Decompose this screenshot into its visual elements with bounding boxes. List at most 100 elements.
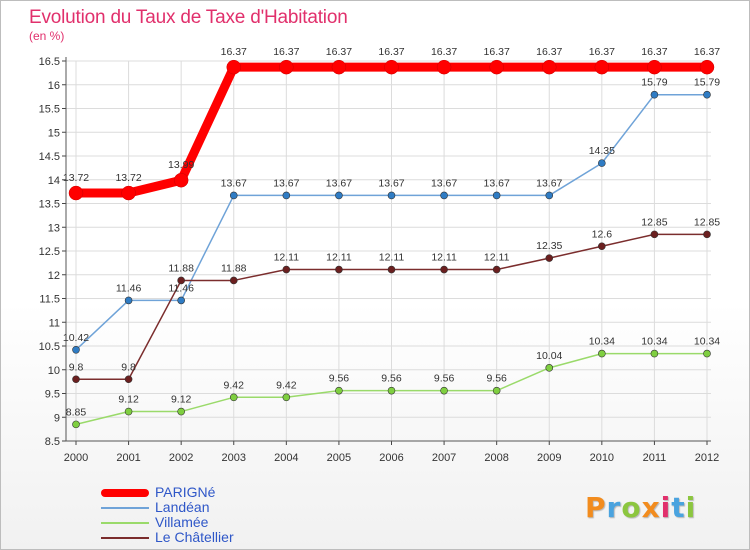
data-label-le-cha-tellier: 12.6 [592, 228, 613, 240]
data-label-lande-an: 15.79 [694, 77, 720, 89]
x-tick-label: 2005 [327, 452, 351, 464]
data-label-villame-e: 9.56 [486, 373, 507, 385]
data-point-le-cha-tellier [72, 375, 80, 384]
legend-item-villamee: Villamée [101, 515, 234, 530]
logo-letter: i [685, 491, 697, 524]
data-label-le-cha-tellier: 12.11 [274, 252, 300, 264]
data-point-villame-e [545, 364, 554, 372]
x-tick-label: 2006 [379, 452, 403, 464]
data-point-villame-e [598, 349, 606, 358]
data-label-parigne-: 13.72 [63, 172, 89, 184]
data-label-le-cha-tellier: 12.11 [431, 252, 457, 264]
data-point-villame-e [703, 349, 711, 358]
data-point-le-cha-tellier [387, 265, 396, 274]
legend-swatch-landean [101, 506, 149, 509]
data-label-le-cha-tellier: 9.8 [69, 361, 84, 373]
y-tick-label: 15 [48, 127, 60, 139]
data-point-parigne- [699, 59, 715, 75]
logo-letter: t [671, 491, 686, 524]
axis-layer: 8.5 9 9.5 10 10.5 11 11.5 12 12.5 13 13.5 14 14.5 15 1… [39, 56, 720, 464]
x-tick-label: 2007 [432, 452, 456, 464]
y-tick-label: 14.5 [39, 151, 60, 163]
y-tick-label: 16.5 [39, 56, 60, 68]
data-point-le-cha-tellier [177, 276, 185, 285]
data-label-villame-e: 9.56 [381, 373, 402, 385]
legend-swatch-villamee [101, 521, 149, 524]
legend-item-landean: Landéan [101, 500, 234, 515]
data-label-villame-e: 9.12 [171, 394, 192, 406]
legend-swatch-parigne [101, 488, 149, 497]
data-label-lande-an: 13.67 [536, 177, 562, 189]
legend-label-villamee: Villamée [155, 514, 209, 530]
data-point-villame-e [177, 407, 185, 416]
data-point-lande-an [282, 191, 291, 200]
y-tick-label: 14 [48, 175, 60, 187]
data-label-villame-e: 8.85 [66, 406, 87, 418]
y-unit-label: (en %) [29, 29, 65, 43]
y-tick-label: 10 [48, 365, 60, 377]
data-point-parigne- [121, 185, 136, 201]
y-tick-label: 9 [54, 412, 60, 424]
data-label-villame-e: 10.34 [641, 336, 667, 348]
data-label-villame-e: 9.12 [118, 394, 139, 406]
data-label-layer: 10.42 11.46 11.46 13.67 13.67 13.67 13.67 13.67… [63, 46, 720, 418]
data-label-parigne-: 16.37 [273, 46, 299, 58]
x-tick-label: 2009 [537, 452, 561, 464]
data-label-lande-an: 14.35 [589, 145, 615, 157]
y-tick-label: 12 [48, 270, 60, 282]
y-tick-label: 13 [48, 222, 60, 234]
data-label-parigne-: 16.37 [378, 46, 404, 58]
data-point-lande-an [335, 191, 343, 200]
y-tick-label: 11.5 [39, 294, 60, 306]
data-point-parigne- [542, 59, 557, 75]
data-point-parigne- [331, 59, 347, 75]
legend: PARIGNé Landéan Villamée Le Châtellier [101, 485, 234, 545]
data-point-villame-e [387, 386, 396, 395]
data-label-parigne-: 16.37 [694, 46, 720, 58]
data-point-villame-e [650, 349, 659, 358]
data-label-parigne-: 16.37 [221, 46, 247, 58]
data-label-le-cha-tellier: 12.11 [326, 252, 352, 264]
data-label-villame-e: 9.42 [224, 379, 245, 391]
data-point-lande-an [598, 159, 606, 167]
data-point-villame-e [229, 393, 238, 402]
data-label-lande-an: 15.79 [641, 77, 667, 89]
data-label-villame-e: 10.34 [589, 336, 615, 348]
data-label-lande-an: 13.67 [378, 177, 404, 189]
y-tick-label: 13.5 [39, 199, 60, 211]
data-point-parigne- [647, 59, 662, 75]
data-label-villame-e: 10.04 [536, 350, 562, 362]
data-point-parigne- [279, 59, 294, 75]
data-label-le-cha-tellier: 12.35 [536, 240, 562, 252]
data-point-le-cha-tellier [598, 242, 606, 251]
data-point-villame-e [492, 386, 501, 395]
data-label-le-cha-tellier: 9.8 [121, 361, 136, 373]
x-tick-label: 2010 [590, 452, 614, 464]
legend-item-le-chatellier: Le Châtellier [101, 530, 234, 545]
data-point-villame-e [282, 393, 291, 402]
data-label-parigne-: 16.37 [484, 46, 510, 58]
data-label-le-cha-tellier: 12.85 [694, 216, 720, 228]
y-tick-label: 9.5 [45, 389, 60, 401]
y-tick-label: 10.5 [39, 341, 60, 353]
data-label-lande-an: 13.67 [484, 177, 510, 189]
data-point-parigne- [594, 59, 610, 75]
x-tick-label: 2012 [695, 452, 719, 464]
data-point-le-cha-tellier [545, 254, 554, 262]
data-label-parigne-: 13.99 [168, 159, 194, 171]
data-point-lande-an [650, 90, 659, 99]
data-label-lande-an: 13.67 [221, 177, 247, 189]
data-point-villame-e [335, 386, 343, 395]
data-point-le-cha-tellier [124, 375, 133, 384]
data-point-villame-e [124, 407, 133, 416]
data-label-lande-an: 10.42 [63, 332, 89, 344]
data-label-parigne-: 16.37 [431, 46, 457, 58]
data-label-le-cha-tellier: 12.11 [379, 252, 405, 264]
data-point-lande-an [72, 345, 80, 354]
data-label-le-cha-tellier: 12.85 [641, 216, 667, 228]
x-tick-label: 2003 [222, 452, 246, 464]
logo-letter: P [585, 491, 607, 524]
data-point-lande-an [229, 191, 238, 200]
